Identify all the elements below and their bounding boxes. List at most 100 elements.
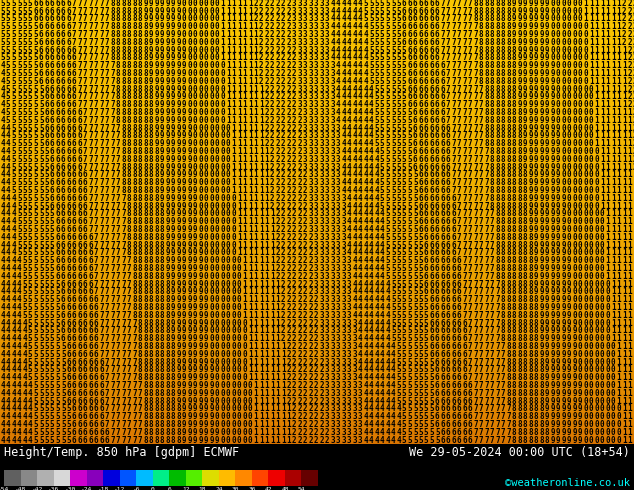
Text: 7: 7 xyxy=(479,311,484,320)
Text: 0: 0 xyxy=(231,201,236,211)
Text: 7: 7 xyxy=(462,69,467,78)
Text: 9: 9 xyxy=(188,163,192,172)
Text: 6: 6 xyxy=(424,248,429,257)
Text: 3: 3 xyxy=(325,186,330,195)
Text: 9: 9 xyxy=(155,139,159,148)
Text: 8: 8 xyxy=(528,256,533,265)
Text: 9: 9 xyxy=(171,280,176,289)
Text: 6: 6 xyxy=(94,412,98,421)
Text: 8: 8 xyxy=(138,139,143,148)
Text: 3: 3 xyxy=(303,131,307,141)
Text: 7: 7 xyxy=(127,381,132,390)
Text: 0: 0 xyxy=(583,30,588,39)
Text: 5: 5 xyxy=(50,225,55,234)
Text: 8: 8 xyxy=(517,318,522,328)
Text: 5: 5 xyxy=(22,123,27,133)
Text: 5: 5 xyxy=(50,217,55,226)
Text: 6: 6 xyxy=(468,396,472,406)
Text: 0: 0 xyxy=(215,147,219,156)
Text: 8: 8 xyxy=(149,209,153,219)
Text: 9: 9 xyxy=(188,334,192,343)
Text: 0: 0 xyxy=(209,85,214,94)
Text: 5: 5 xyxy=(396,30,401,39)
Text: 5: 5 xyxy=(396,53,401,62)
Text: 5: 5 xyxy=(385,108,390,117)
Text: 5: 5 xyxy=(402,225,406,234)
Text: 8: 8 xyxy=(490,0,495,8)
Text: 9: 9 xyxy=(545,178,550,187)
Text: 4: 4 xyxy=(369,428,373,437)
Text: 0: 0 xyxy=(221,381,225,390)
Text: 1: 1 xyxy=(616,326,621,335)
Text: 8: 8 xyxy=(517,396,522,406)
Text: 7: 7 xyxy=(474,318,478,328)
Text: 3: 3 xyxy=(325,178,330,187)
Text: 1: 1 xyxy=(281,420,285,429)
Text: 4: 4 xyxy=(342,163,346,172)
Text: 0: 0 xyxy=(573,93,577,101)
Text: 7: 7 xyxy=(474,311,478,320)
Text: 4: 4 xyxy=(380,225,385,234)
Text: 9: 9 xyxy=(534,69,538,78)
Text: 5: 5 xyxy=(385,225,390,234)
Text: 6: 6 xyxy=(77,233,82,242)
Text: 5: 5 xyxy=(408,303,412,312)
Text: 4: 4 xyxy=(353,139,357,148)
Text: 4: 4 xyxy=(1,209,5,219)
Text: 3: 3 xyxy=(330,389,335,398)
Text: 6: 6 xyxy=(462,342,467,351)
Text: 4: 4 xyxy=(336,85,340,94)
Text: 7: 7 xyxy=(83,38,87,47)
Text: 8: 8 xyxy=(149,420,153,429)
Text: 0: 0 xyxy=(595,358,599,367)
Text: 4: 4 xyxy=(347,14,352,24)
Text: 9: 9 xyxy=(176,311,181,320)
Text: 1: 1 xyxy=(611,178,616,187)
Text: 7: 7 xyxy=(457,201,462,211)
Text: 1: 1 xyxy=(622,264,626,273)
Text: 8: 8 xyxy=(127,85,132,94)
Text: 6: 6 xyxy=(55,85,60,94)
Text: 0: 0 xyxy=(248,404,252,414)
Text: 0: 0 xyxy=(237,404,242,414)
Text: 7: 7 xyxy=(83,100,87,109)
Text: 0: 0 xyxy=(215,420,219,429)
Text: 7: 7 xyxy=(474,85,478,94)
Text: 4: 4 xyxy=(369,350,373,359)
Text: 0: 0 xyxy=(550,6,555,16)
Text: 5: 5 xyxy=(385,85,390,94)
Text: 6: 6 xyxy=(72,225,77,234)
Text: 0: 0 xyxy=(198,178,203,187)
Text: 0: 0 xyxy=(589,194,593,203)
Text: 0: 0 xyxy=(231,396,236,406)
Text: 8: 8 xyxy=(501,288,505,296)
Text: 9: 9 xyxy=(540,123,544,133)
Text: 6: 6 xyxy=(44,30,49,39)
Text: 1: 1 xyxy=(583,14,588,24)
Text: 0: 0 xyxy=(556,53,560,62)
Text: 8: 8 xyxy=(138,6,143,16)
Text: 5: 5 xyxy=(375,38,379,47)
Text: 4: 4 xyxy=(342,77,346,86)
Text: 6: 6 xyxy=(441,123,445,133)
Text: 6: 6 xyxy=(83,171,87,179)
Text: 9: 9 xyxy=(540,186,544,195)
Text: 7: 7 xyxy=(94,46,98,54)
Text: 8: 8 xyxy=(133,53,137,62)
Text: 7: 7 xyxy=(138,396,143,406)
Text: 9: 9 xyxy=(160,139,165,148)
Text: 1: 1 xyxy=(259,93,264,101)
Text: 1: 1 xyxy=(237,93,242,101)
Text: 8: 8 xyxy=(534,373,538,382)
Text: 5: 5 xyxy=(385,264,390,273)
Text: 9: 9 xyxy=(550,389,555,398)
Text: 1: 1 xyxy=(254,373,258,382)
Text: 3: 3 xyxy=(336,366,340,374)
Text: 1: 1 xyxy=(226,100,231,109)
Text: 8: 8 xyxy=(517,366,522,374)
Text: 0: 0 xyxy=(595,178,599,187)
Text: 1: 1 xyxy=(237,46,242,54)
Text: 1: 1 xyxy=(633,233,634,242)
Text: 7: 7 xyxy=(116,318,120,328)
Text: 9: 9 xyxy=(534,225,538,234)
